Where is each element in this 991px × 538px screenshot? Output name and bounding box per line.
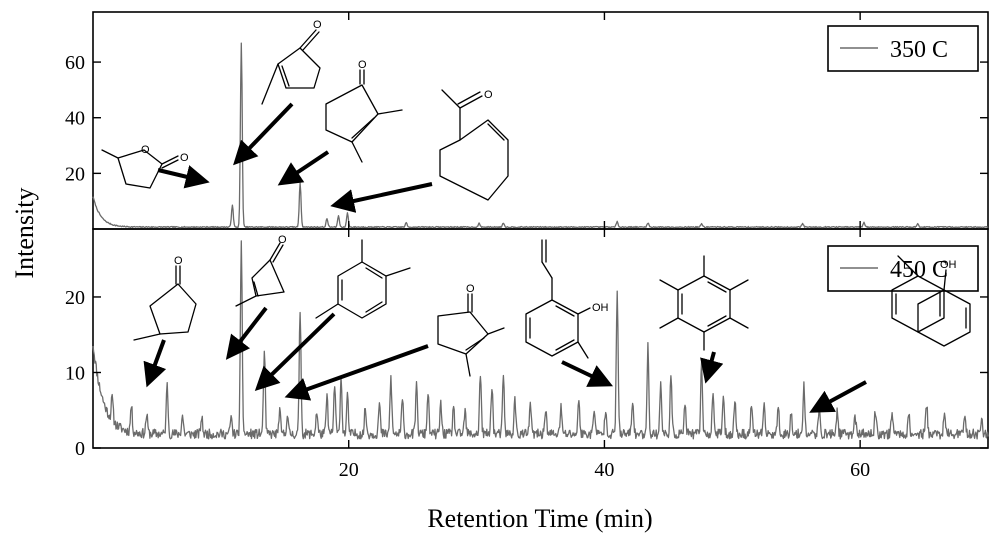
structure-dimethylcyclopentenone-a: O [325, 59, 403, 163]
annotation-arrow-2 [233, 102, 294, 166]
structure-acetylcyclohexene: O [439, 89, 509, 201]
annotation-arrow-7 [254, 312, 336, 391]
annotation-arrow-1 [157, 165, 210, 189]
annotation-arrow-8 [284, 344, 429, 401]
legend-label-450c: 450 C [890, 257, 948, 283]
annotation-arrow-11 [809, 380, 867, 413]
structure-hexamethylbenzene [659, 255, 749, 351]
hydroxyl-label: OH [940, 259, 957, 271]
carbonyl-oxygen-label: O [484, 89, 493, 101]
y-tick-label: 60 [65, 52, 85, 74]
carbonyl-oxygen-label: O [174, 255, 183, 267]
structure-methylcyclopentenone-a: O [261, 19, 322, 105]
y-tick-label: 40 [65, 108, 85, 130]
y-tick-label: 10 [65, 362, 85, 384]
structure-trimethylbenzene [315, 239, 411, 319]
carbonyl-oxygen-label: O [180, 152, 189, 164]
annotation-arrow-3 [277, 150, 330, 186]
y-tick-label: 20 [65, 287, 85, 309]
structure-allyl-methylphenol: OH [525, 239, 609, 359]
legend-label-350c: 350 C [890, 37, 948, 63]
series-line-450c [92, 240, 989, 440]
x-tick-label: 60 [850, 459, 870, 481]
structure-dimethylcyclopentenone-b: O [437, 283, 505, 377]
carbonyl-oxygen-label: O [313, 19, 322, 31]
legend-350c: 350 C [827, 25, 979, 72]
annotation-arrow-6 [225, 306, 268, 360]
x-tick-label: 40 [594, 459, 614, 481]
annotation-arrow-10 [700, 351, 724, 384]
structure-methylnaphthol: OH [891, 255, 971, 347]
carbonyl-oxygen-label: O [278, 234, 287, 246]
x-tick-label: 20 [339, 459, 359, 481]
axis-ticks: 20 40 60 0 10 20 20 40 60 [65, 12, 988, 481]
structure-methylcyclopentenone-b: O [235, 234, 287, 307]
x-axis-title: Retention Time (min) [427, 504, 652, 533]
bottom-panel-frame [92, 228, 989, 449]
structure-gamma-valerolactone: O O [101, 144, 189, 189]
series-line-350c [92, 42, 989, 229]
carbonyl-oxygen-label: O [466, 283, 475, 295]
carbonyl-oxygen-label: O [358, 59, 367, 71]
structure-methylcyclopentanone: O [133, 255, 197, 341]
annotation-arrow-5 [143, 339, 167, 388]
annotation-arrow-9 [561, 360, 614, 387]
y-tick-label: 20 [65, 163, 85, 185]
hydroxyl-label: OH [592, 302, 609, 314]
annotation-arrow-4 [330, 182, 433, 213]
ring-oxygen-label: O [141, 144, 150, 156]
y-tick-label: 0 [75, 438, 85, 460]
y-axis-title: Intensity [10, 188, 39, 279]
